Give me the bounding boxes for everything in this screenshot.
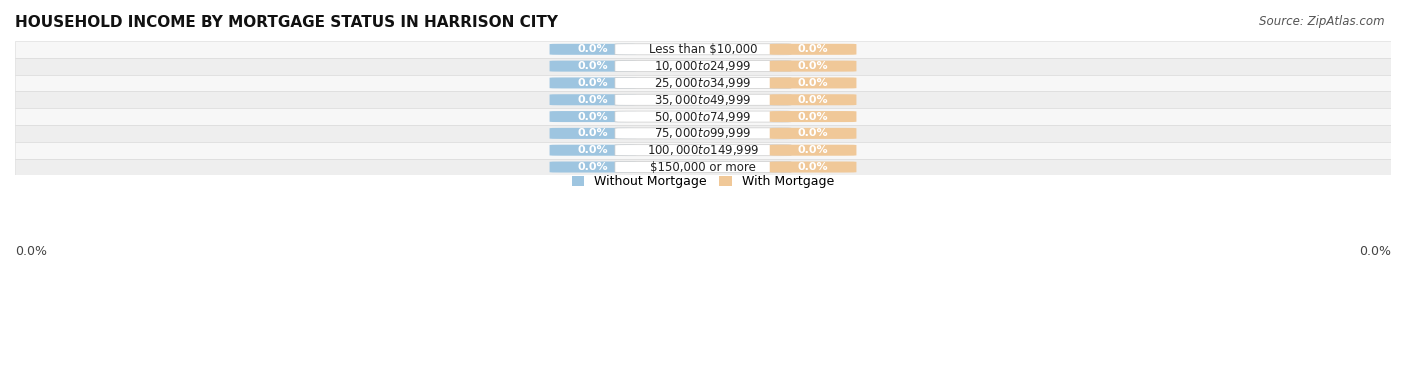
Text: 0.0%: 0.0% [797,95,828,105]
Text: $35,000 to $49,999: $35,000 to $49,999 [654,93,752,107]
FancyBboxPatch shape [769,94,856,105]
Bar [15,142,1391,159]
Bar [15,91,1391,108]
FancyBboxPatch shape [614,61,792,72]
Text: 0.0%: 0.0% [578,78,609,88]
Text: 0.0%: 0.0% [797,61,828,71]
FancyBboxPatch shape [550,77,637,89]
Text: 0.0%: 0.0% [797,44,828,54]
Text: 0.0%: 0.0% [15,245,46,258]
Text: 0.0%: 0.0% [797,78,828,88]
FancyBboxPatch shape [614,77,792,89]
Text: 0.0%: 0.0% [578,129,609,138]
FancyBboxPatch shape [550,44,637,55]
FancyBboxPatch shape [614,128,792,139]
Text: $100,000 to $149,999: $100,000 to $149,999 [647,143,759,157]
Text: $10,000 to $24,999: $10,000 to $24,999 [654,59,752,73]
FancyBboxPatch shape [769,128,856,139]
Bar [15,108,1391,125]
FancyBboxPatch shape [769,145,856,156]
FancyBboxPatch shape [769,161,856,173]
Bar [15,75,1391,91]
FancyBboxPatch shape [550,61,637,72]
Text: $150,000 or more: $150,000 or more [650,161,756,173]
Bar [15,125,1391,142]
Text: $75,000 to $99,999: $75,000 to $99,999 [654,126,752,140]
Text: $25,000 to $34,999: $25,000 to $34,999 [654,76,752,90]
Text: $50,000 to $74,999: $50,000 to $74,999 [654,110,752,124]
Legend: Without Mortgage, With Mortgage: Without Mortgage, With Mortgage [567,170,839,193]
FancyBboxPatch shape [769,77,856,89]
FancyBboxPatch shape [614,111,792,122]
FancyBboxPatch shape [550,145,637,156]
FancyBboxPatch shape [614,94,792,105]
Bar [15,41,1391,58]
FancyBboxPatch shape [769,111,856,122]
FancyBboxPatch shape [550,128,637,139]
Bar [15,58,1391,75]
FancyBboxPatch shape [769,44,856,55]
Text: 0.0%: 0.0% [578,44,609,54]
FancyBboxPatch shape [614,145,792,156]
Text: Source: ZipAtlas.com: Source: ZipAtlas.com [1260,15,1385,28]
Text: 0.0%: 0.0% [797,162,828,172]
Text: 0.0%: 0.0% [578,145,609,155]
FancyBboxPatch shape [769,61,856,72]
FancyBboxPatch shape [550,161,637,173]
Text: 0.0%: 0.0% [1360,245,1391,258]
FancyBboxPatch shape [550,94,637,105]
Text: 0.0%: 0.0% [797,145,828,155]
Text: 0.0%: 0.0% [797,112,828,121]
Text: 0.0%: 0.0% [578,162,609,172]
Text: 0.0%: 0.0% [578,112,609,121]
Text: 0.0%: 0.0% [578,61,609,71]
Text: 0.0%: 0.0% [578,95,609,105]
Text: HOUSEHOLD INCOME BY MORTGAGE STATUS IN HARRISON CITY: HOUSEHOLD INCOME BY MORTGAGE STATUS IN H… [15,15,558,30]
Bar [15,159,1391,175]
Text: Less than $10,000: Less than $10,000 [648,43,758,56]
Text: 0.0%: 0.0% [797,129,828,138]
FancyBboxPatch shape [614,161,792,173]
FancyBboxPatch shape [614,44,792,55]
FancyBboxPatch shape [550,111,637,122]
